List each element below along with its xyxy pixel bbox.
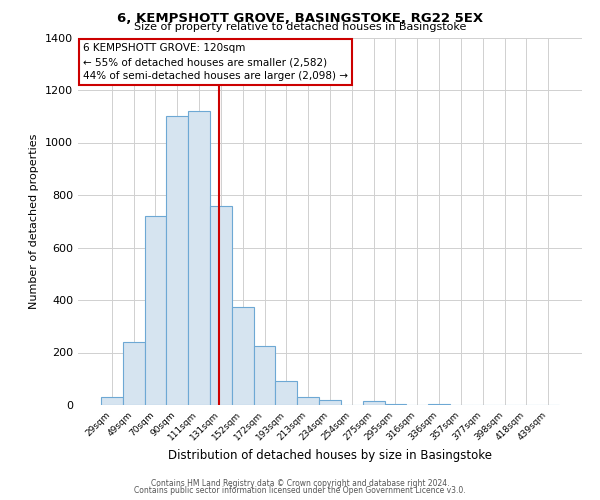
- Text: Size of property relative to detached houses in Basingstoke: Size of property relative to detached ho…: [134, 22, 466, 32]
- Bar: [254, 346, 275, 405]
- Bar: [385, 404, 406, 405]
- Bar: [363, 401, 385, 405]
- Text: Contains public sector information licensed under the Open Government Licence v3: Contains public sector information licen…: [134, 486, 466, 495]
- Text: Contains HM Land Registry data © Crown copyright and database right 2024.: Contains HM Land Registry data © Crown c…: [151, 478, 449, 488]
- Text: 6 KEMPSHOTT GROVE: 120sqm
← 55% of detached houses are smaller (2,582)
44% of se: 6 KEMPSHOTT GROVE: 120sqm ← 55% of detac…: [83, 43, 348, 81]
- Bar: [188, 111, 210, 405]
- Bar: [297, 397, 319, 405]
- Bar: [275, 382, 297, 405]
- Y-axis label: Number of detached properties: Number of detached properties: [29, 134, 40, 309]
- Text: 6, KEMPSHOTT GROVE, BASINGSTOKE, RG22 5EX: 6, KEMPSHOTT GROVE, BASINGSTOKE, RG22 5E…: [117, 12, 483, 26]
- Bar: [123, 342, 145, 405]
- Bar: [319, 400, 341, 405]
- X-axis label: Distribution of detached houses by size in Basingstoke: Distribution of detached houses by size …: [168, 449, 492, 462]
- Bar: [428, 404, 450, 405]
- Bar: [101, 397, 123, 405]
- Bar: [210, 206, 232, 405]
- Bar: [145, 216, 166, 405]
- Bar: [232, 306, 254, 405]
- Bar: [166, 116, 188, 405]
